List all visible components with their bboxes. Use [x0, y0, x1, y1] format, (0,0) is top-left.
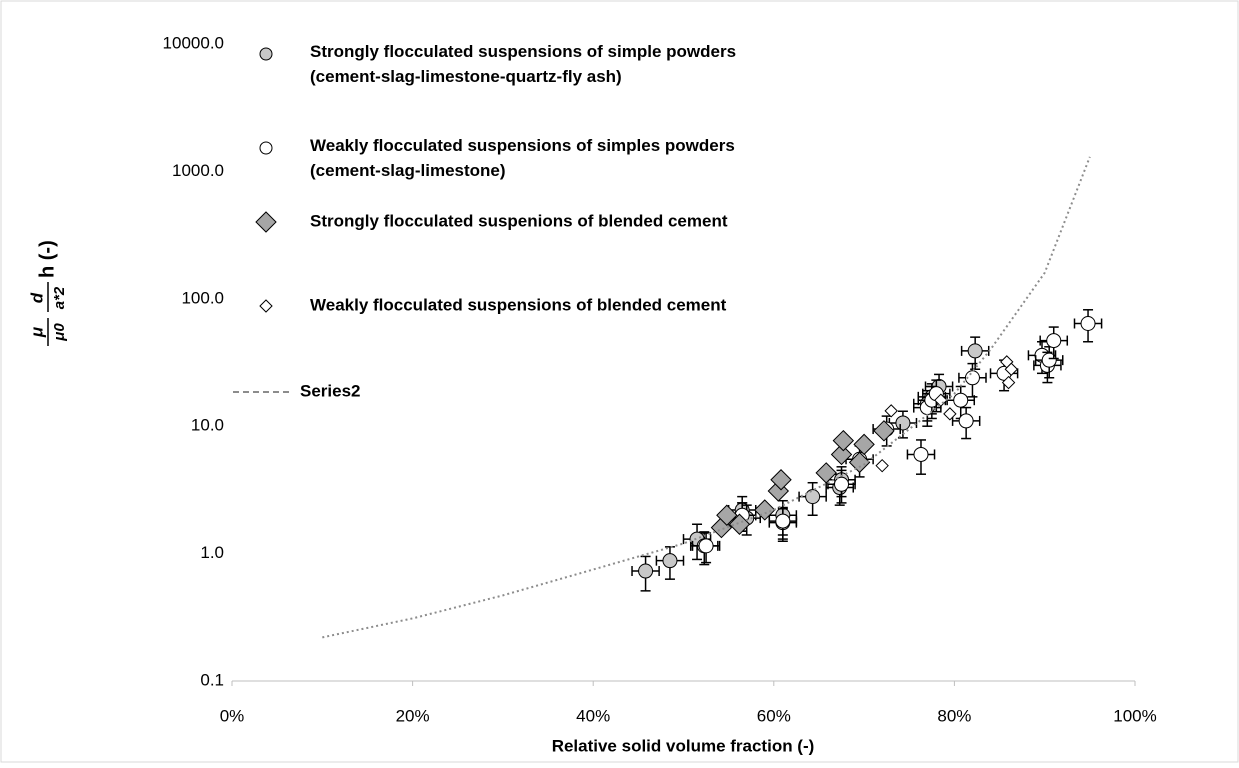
point: [967, 343, 983, 359]
y-label-part: μ0: [51, 323, 68, 342]
legend-label: Strongly flocculated suspensions of simp…: [310, 42, 741, 86]
legend-label: Weakly flocculated suspensions of simple…: [310, 136, 740, 180]
point: [964, 370, 980, 386]
y-label-part: d: [27, 292, 46, 303]
y-tick-label: 1.0: [200, 543, 224, 562]
point: [805, 489, 821, 505]
y-tick-label: 10.0: [191, 416, 224, 435]
point: [259, 141, 273, 155]
legend-item: Weakly flocculated suspensions of simple…: [259, 136, 740, 180]
point: [834, 476, 850, 492]
point: [953, 392, 969, 408]
legend-line: Strongly flocculated suspensions of simp…: [310, 42, 741, 61]
point: [815, 462, 837, 484]
x-tick-label: 100%: [1113, 706, 1156, 725]
point: [884, 404, 898, 418]
point: [832, 429, 855, 452]
y-tick-label: 100.0: [181, 288, 224, 307]
point: [255, 211, 277, 233]
point: [770, 469, 792, 491]
point: [775, 513, 791, 529]
point: [875, 458, 889, 473]
legend-label: Series2: [300, 381, 361, 400]
legend-label: Strongly flocculated suspenions of blend…: [310, 211, 728, 230]
legend-label: Weakly flocculated suspensions of blende…: [310, 295, 727, 314]
point: [728, 513, 751, 535]
point: [1046, 333, 1062, 349]
point: [873, 420, 895, 442]
point: [259, 47, 273, 61]
y-tick-label: 10000.0: [163, 33, 224, 52]
point: [848, 451, 871, 474]
legend-line: Weakly flocculated suspensions of simple…: [310, 136, 740, 155]
point: [913, 446, 929, 462]
x-tick-label: 80%: [937, 706, 971, 725]
point: [638, 563, 654, 579]
legend-item: Weakly flocculated suspensions of blende…: [259, 295, 727, 314]
legend-item: Strongly flocculated suspenions of blend…: [255, 211, 728, 233]
x-tick-label: 0%: [220, 706, 245, 725]
y-label-part: μ: [27, 326, 46, 338]
point: [1004, 362, 1018, 376]
point: [853, 433, 875, 456]
point: [1001, 375, 1016, 390]
y-label-part: a*2: [51, 286, 68, 309]
point: [895, 415, 911, 431]
legend-line: (cement-slag-limestone): [310, 161, 506, 180]
point: [943, 407, 957, 421]
y-label-part: h (-): [36, 240, 58, 278]
legend-item: Strongly flocculated suspensions of simp…: [259, 42, 741, 86]
point: [716, 504, 738, 526]
point: [1080, 315, 1096, 331]
point: [830, 443, 853, 466]
x-tick-label: 60%: [757, 706, 791, 725]
y-tick-label: 1000.0: [172, 161, 224, 180]
point: [754, 499, 776, 521]
point: [1041, 352, 1057, 368]
legend-line: (cement-slag-limestone-quartz-fly ash): [310, 67, 622, 86]
point: [662, 553, 678, 569]
x-tick-label: 40%: [576, 706, 610, 725]
legend-item: Series2: [233, 381, 361, 400]
point: [958, 413, 974, 429]
x-tick-label: 20%: [396, 706, 430, 725]
y-axis-label: μ μ0 d a*2 h (-): [27, 240, 68, 346]
point: [259, 299, 273, 313]
x-axis-label: Relative solid volume fraction (-): [552, 736, 815, 755]
y-tick-label: 0.1: [200, 670, 224, 689]
point: [698, 538, 714, 554]
